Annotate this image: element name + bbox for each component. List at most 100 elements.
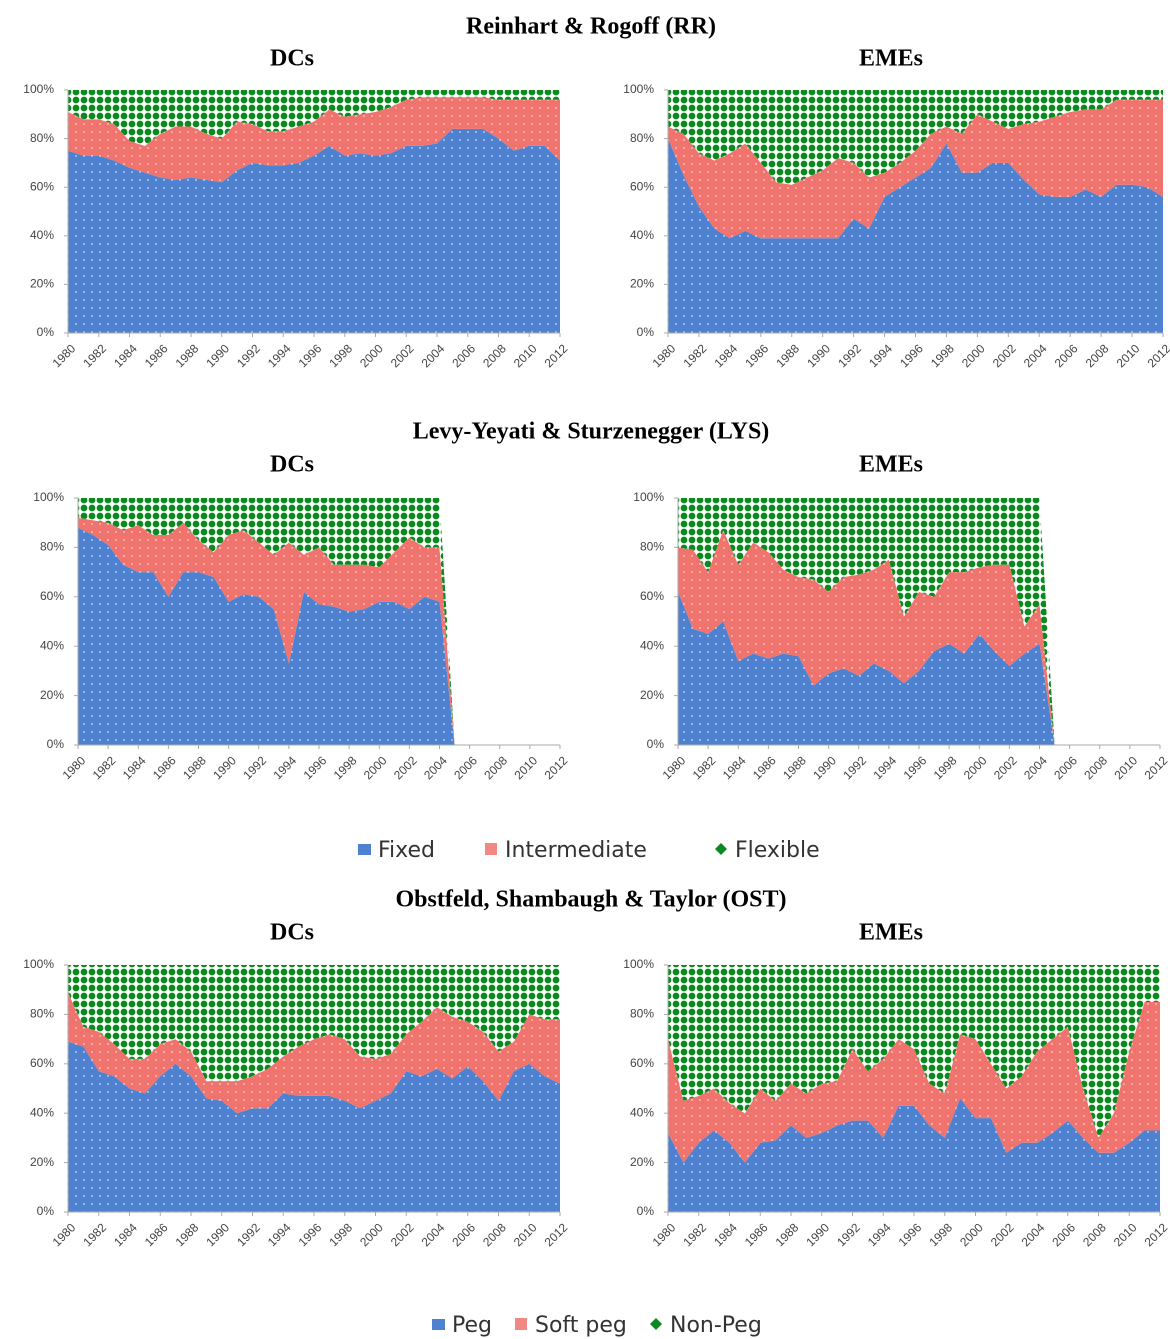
section-title: Levy-Yeyati & Sturzenegger (LYS) — [413, 419, 770, 445]
x-tick-label: 1998 — [331, 753, 360, 782]
area — [78, 517, 455, 745]
x-tick-label: 1984 — [711, 341, 740, 370]
y-tick-label: 100% — [623, 957, 654, 971]
y-tick-label: 0% — [647, 737, 665, 751]
y-tick-label: 80% — [40, 540, 64, 554]
x-tick-label: 1990 — [203, 341, 232, 370]
y-tick-label: 100% — [623, 82, 654, 96]
x-tick-label: 2008 — [481, 753, 510, 782]
x-tick-label: 2004 — [421, 753, 450, 782]
y-tick-label: 40% — [40, 638, 64, 652]
x-tick-label: 1992 — [234, 341, 263, 370]
y-tick-label: 60% — [30, 1056, 54, 1070]
x-tick-label: 1980 — [650, 1220, 679, 1249]
x-tick-label: 2004 — [419, 341, 448, 370]
x-tick-label: 2004 — [419, 1220, 448, 1249]
y-tick-label: 0% — [47, 737, 65, 751]
y-tick-label: 20% — [30, 1155, 54, 1169]
legend-label: Flexible — [735, 838, 820, 863]
area — [68, 965, 560, 1082]
legend-swatch — [515, 1318, 527, 1330]
area — [678, 591, 1055, 745]
x-tick-label: 2006 — [1052, 341, 1081, 370]
y-tick-label: 100% — [23, 957, 54, 971]
y-tick-label: 20% — [640, 688, 664, 702]
x-tick-label: 1986 — [150, 753, 179, 782]
x-tick-label: 2002 — [988, 1220, 1017, 1249]
x-tick-label: 1990 — [210, 753, 239, 782]
legend-swatch — [715, 843, 727, 855]
area — [668, 99, 1163, 239]
y-tick-label: 0% — [37, 1204, 55, 1218]
x-tick-label: 1996 — [897, 341, 926, 370]
x-tick-label: 2012 — [542, 753, 571, 782]
area — [668, 1098, 1160, 1212]
chart-title: EMEs — [859, 452, 923, 478]
chart-title: DCs — [270, 452, 314, 478]
area — [668, 1002, 1160, 1163]
x-tick-label: 1984 — [111, 341, 140, 370]
y-tick-label: 80% — [630, 1007, 654, 1021]
x-tick-label: 1980 — [50, 341, 79, 370]
x-tick-label: 2008 — [1080, 1220, 1109, 1249]
x-tick-label: 2010 — [511, 753, 540, 782]
x-tick-label: 2012 — [1142, 753, 1170, 782]
y-tick-label: 60% — [640, 589, 664, 603]
x-tick-label: 2004 — [1021, 341, 1050, 370]
x-tick-label: 1986 — [750, 753, 779, 782]
y-tick-label: 20% — [30, 277, 54, 291]
legend-label: Intermediate — [505, 838, 647, 863]
x-tick-label: 1984 — [120, 753, 149, 782]
x-tick-label: 1994 — [265, 1220, 294, 1249]
x-tick-label: 2000 — [959, 341, 988, 370]
x-tick-label: 2002 — [388, 341, 417, 370]
x-tick-label: 2002 — [991, 753, 1020, 782]
y-tick-label: 20% — [630, 1155, 654, 1169]
legend-swatch — [358, 844, 371, 855]
x-tick-label: 2010 — [1111, 753, 1140, 782]
y-tick-label: 0% — [37, 325, 55, 339]
y-tick-label: 60% — [30, 179, 54, 193]
x-tick-label: 1996 — [896, 1220, 925, 1249]
x-tick-label: 2012 — [542, 341, 571, 370]
x-tick-label: 2002 — [990, 341, 1019, 370]
y-tick-label: 0% — [637, 1204, 655, 1218]
x-tick-label: 1990 — [803, 1220, 832, 1249]
x-tick-label: 1982 — [80, 1220, 109, 1249]
x-tick-label: 1986 — [142, 341, 171, 370]
x-tick-label: 2004 — [1019, 1220, 1048, 1249]
x-tick-label: 1994 — [865, 1220, 894, 1249]
x-tick-label: 1992 — [240, 753, 269, 782]
x-tick-label: 1992 — [835, 341, 864, 370]
legend-swatch — [485, 843, 497, 855]
x-tick-label: 2000 — [957, 1220, 986, 1249]
x-tick-label: 2008 — [1081, 753, 1110, 782]
x-tick-label: 1990 — [804, 341, 833, 370]
x-tick-label: 2010 — [511, 341, 540, 370]
x-tick-label: 2008 — [480, 341, 509, 370]
y-tick-label: 40% — [640, 638, 664, 652]
y-tick-label: 80% — [640, 540, 664, 554]
x-tick-label: 2000 — [361, 753, 390, 782]
x-tick-label: 1980 — [60, 753, 89, 782]
legend-swatch — [650, 1318, 662, 1330]
chart-title: DCs — [270, 920, 314, 946]
x-tick-label: 1982 — [680, 1220, 709, 1249]
y-tick-label: 100% — [33, 490, 64, 504]
x-tick-label: 1986 — [742, 1220, 771, 1249]
y-tick-label: 100% — [633, 490, 664, 504]
section-title: Reinhart & Rogoff (RR) — [466, 14, 716, 40]
x-tick-label: 2000 — [357, 341, 386, 370]
y-tick-label: 40% — [30, 228, 54, 242]
x-tick-label: 1998 — [928, 341, 957, 370]
x-tick-label: 1996 — [301, 753, 330, 782]
area — [68, 90, 560, 146]
x-tick-label: 1996 — [901, 753, 930, 782]
legend-label: Fixed — [378, 838, 435, 863]
area — [68, 128, 560, 333]
x-tick-label: 1996 — [296, 1220, 325, 1249]
y-tick-label: 40% — [630, 1105, 654, 1119]
x-tick-label: 2008 — [1083, 341, 1112, 370]
x-tick-label: 2006 — [449, 1220, 478, 1249]
